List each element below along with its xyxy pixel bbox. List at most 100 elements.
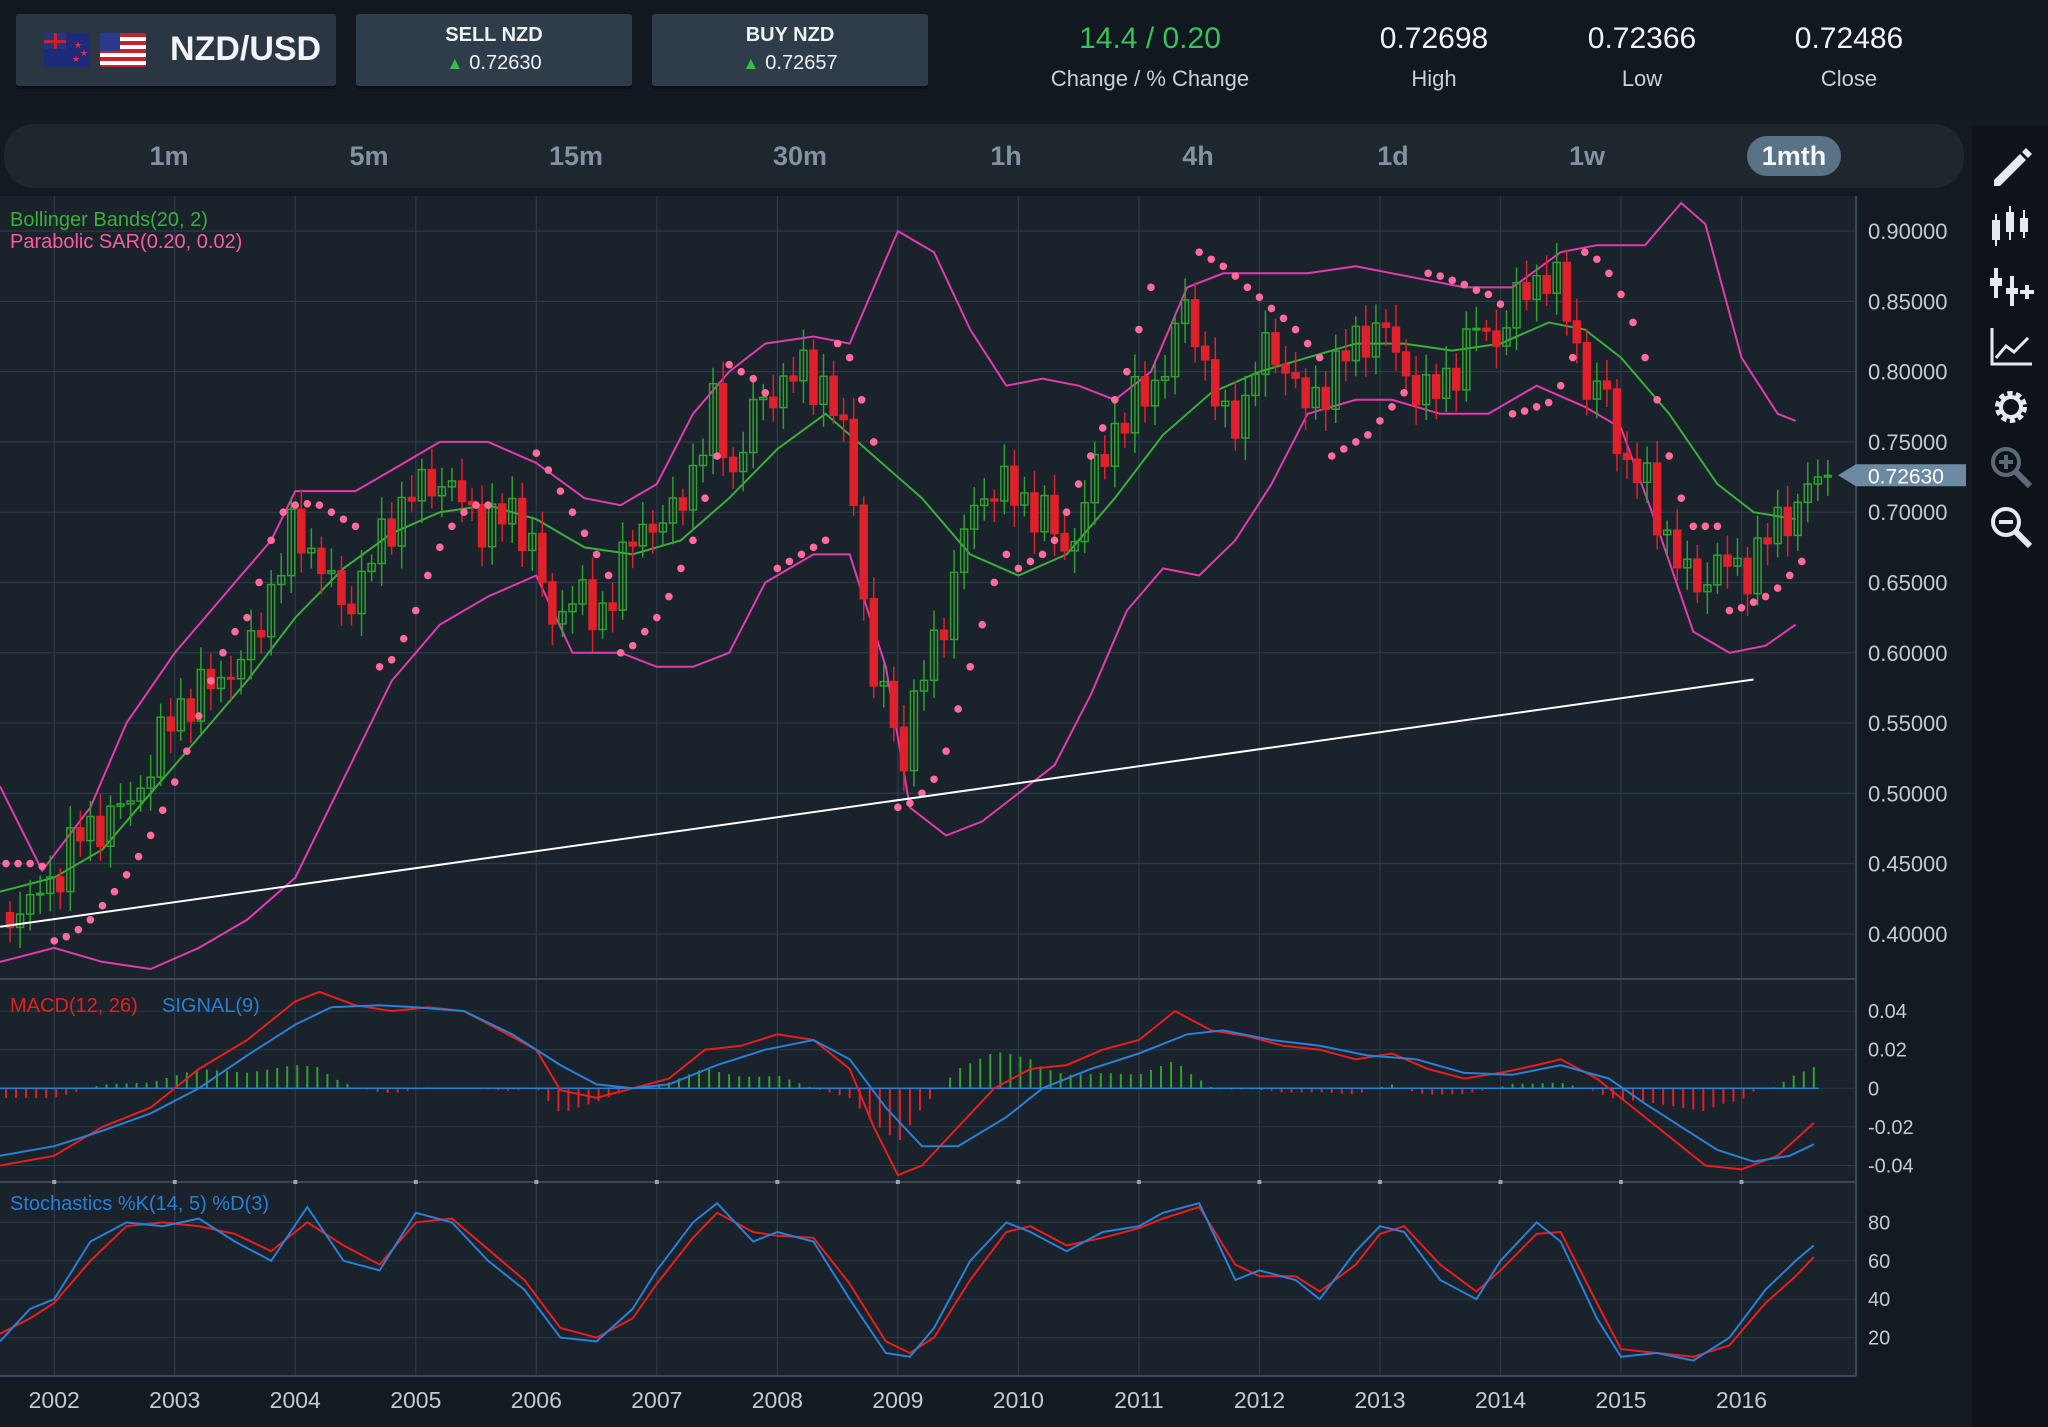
buy-price: 0.72657 bbox=[765, 52, 838, 74]
sar-dot bbox=[74, 925, 83, 934]
candle-body bbox=[1160, 375, 1170, 382]
sar-dot bbox=[1002, 550, 1011, 559]
timeframe-5m[interactable]: 5m bbox=[349, 141, 389, 171]
sar-dot bbox=[568, 508, 577, 517]
candle-body bbox=[1421, 374, 1431, 406]
sar-dot bbox=[243, 613, 251, 622]
zoom-out-icon[interactable] bbox=[1986, 502, 2036, 552]
candle-body bbox=[1773, 506, 1782, 545]
stoch-tick-label: 80 bbox=[1868, 1212, 1890, 1234]
year-tick-label: 2004 bbox=[270, 1387, 321, 1413]
candle-body bbox=[899, 726, 909, 772]
sar-dot bbox=[387, 655, 396, 664]
sar-dot bbox=[1593, 255, 1601, 264]
sar-dot bbox=[158, 806, 167, 814]
sar-dot bbox=[1207, 255, 1216, 264]
candle-body bbox=[1221, 400, 1230, 407]
up-arrow-icon: ▲ bbox=[742, 54, 760, 73]
candle-body bbox=[1542, 274, 1551, 294]
candle-body bbox=[166, 716, 175, 732]
sar-dot bbox=[1496, 300, 1505, 309]
sar-dot bbox=[809, 543, 818, 552]
buy-button[interactable]: BUY NZD ▲ 0.72657 bbox=[652, 14, 928, 86]
timeframe-30m[interactable]: 30m bbox=[772, 141, 828, 171]
candle-body bbox=[1492, 330, 1501, 347]
pane-marker bbox=[1377, 1180, 1382, 1184]
candle-body bbox=[799, 349, 808, 382]
timeframe-4h[interactable]: 4h bbox=[1182, 141, 1214, 171]
pane-marker bbox=[1136, 1180, 1141, 1184]
sar-dot bbox=[1135, 325, 1143, 334]
timeframe-1w[interactable]: 1w bbox=[1568, 141, 1606, 171]
sar-dot bbox=[966, 663, 974, 671]
candle-body bbox=[628, 541, 637, 547]
axes: 0.90000 0.85000 0.80000 0.75000 0.70000 0.650… bbox=[29, 219, 1966, 1413]
year-tick-label: 2014 bbox=[1475, 1387, 1526, 1413]
timeframe-15m[interactable]: 15m bbox=[548, 141, 604, 171]
line-chart-icon[interactable] bbox=[1986, 322, 2036, 372]
candle-body bbox=[1522, 282, 1531, 301]
candle-body bbox=[1753, 537, 1762, 595]
sar-dot bbox=[821, 536, 830, 545]
parabolic-sar bbox=[2, 248, 1806, 945]
candle-body bbox=[1271, 332, 1280, 366]
instrument-name: NZD/USD bbox=[170, 30, 322, 68]
candle-body bbox=[819, 375, 828, 406]
candle-body bbox=[1552, 261, 1561, 294]
sar-dot bbox=[134, 852, 143, 861]
price-tick-label: 0.45000 bbox=[1868, 852, 1948, 877]
candlestick-icon[interactable] bbox=[1986, 202, 2036, 252]
timeframe-1h[interactable]: 1h bbox=[990, 141, 1022, 171]
sar-dot bbox=[327, 508, 336, 517]
indicators-icon[interactable] bbox=[1986, 262, 2036, 312]
price-tick-label: 0.80000 bbox=[1868, 360, 1948, 385]
indicator-labels: Bollinger Bands(20, 2)Parabolic SAR(0.20… bbox=[10, 209, 269, 1215]
sar-dot bbox=[1677, 494, 1686, 502]
price-tick-label: 0.55000 bbox=[1868, 711, 1948, 736]
pane-marker bbox=[534, 1180, 539, 1184]
candle-body bbox=[849, 418, 858, 506]
candle-body bbox=[1070, 540, 1079, 552]
year-tick-label: 2005 bbox=[390, 1387, 441, 1413]
settings-gear-icon[interactable] bbox=[1986, 382, 2036, 432]
timeframe-1mth[interactable]: 1mth bbox=[1747, 136, 1841, 176]
candle-body bbox=[56, 876, 65, 893]
candle-body bbox=[1452, 367, 1461, 391]
sar-dot bbox=[677, 564, 685, 573]
price-chart[interactable]: 0.90000 0.85000 0.80000 0.75000 0.70000 0.650… bbox=[0, 196, 1966, 1427]
price-tick-label: 0.65000 bbox=[1868, 570, 1948, 595]
sar-dot bbox=[1255, 293, 1264, 301]
candle-body bbox=[407, 496, 417, 502]
sell-button[interactable]: SELL NZD ▲ 0.72630 bbox=[356, 14, 632, 86]
sar-dot bbox=[1195, 248, 1203, 257]
sar-dot bbox=[918, 789, 926, 798]
sar-dot bbox=[1544, 398, 1553, 407]
sar-dot bbox=[1279, 314, 1288, 323]
sar-dot bbox=[978, 620, 987, 629]
candle-body bbox=[266, 583, 276, 638]
timeframe-1m[interactable]: 1m bbox=[149, 141, 189, 171]
sar-dot bbox=[1665, 452, 1673, 460]
sar-dot bbox=[954, 705, 962, 713]
zoom-in-icon[interactable] bbox=[1986, 442, 2036, 492]
candle-body bbox=[738, 451, 748, 473]
sar-dot bbox=[869, 438, 878, 446]
candle-body bbox=[367, 562, 376, 573]
instrument-selector[interactable]: ★ ★ ★ NZD/USD bbox=[16, 14, 336, 86]
sar-dot bbox=[1581, 248, 1589, 257]
bollinger-upper-line bbox=[0, 201, 1797, 873]
price-tick-label: 0.40000 bbox=[1868, 922, 1948, 947]
candle-body bbox=[106, 805, 115, 847]
candle-body bbox=[859, 504, 868, 600]
pane-marker bbox=[1257, 1180, 1262, 1184]
timeframe-1d[interactable]: 1d bbox=[1377, 141, 1409, 171]
sar-dot bbox=[1147, 283, 1155, 292]
pencil-icon[interactable] bbox=[1986, 142, 2036, 192]
sar-dot bbox=[1038, 550, 1047, 559]
sar-dot bbox=[1424, 269, 1432, 278]
candle-body bbox=[949, 571, 959, 641]
candle-body bbox=[1482, 327, 1491, 332]
sar-dot bbox=[761, 388, 770, 397]
candle-body bbox=[1823, 474, 1833, 478]
candle-body bbox=[256, 629, 266, 638]
